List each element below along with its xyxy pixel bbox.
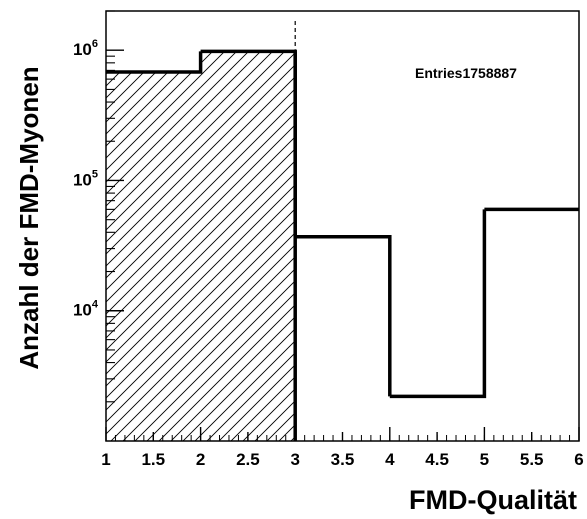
hatch-bin-0 bbox=[106, 72, 201, 441]
stats-label: Entries bbox=[415, 65, 463, 81]
histogram-bin-3 bbox=[389, 209, 487, 399]
x-tick-label: 2.5 bbox=[236, 450, 260, 469]
y-tick-label: 106 bbox=[73, 38, 98, 59]
histogram-bars bbox=[106, 49, 579, 441]
x-tick-label: 5.5 bbox=[520, 450, 544, 469]
histogram-bin-0 bbox=[106, 51, 203, 74]
x-tick-label: 3.5 bbox=[331, 450, 355, 469]
x-tick-label: 6 bbox=[574, 450, 583, 469]
x-tick-label: 4 bbox=[385, 450, 395, 469]
stats-value: 1758887 bbox=[462, 65, 517, 81]
hatch-bin-1 bbox=[200, 51, 296, 441]
stats-box: Entries1758887 bbox=[415, 65, 517, 81]
histogram-bin-2 bbox=[295, 234, 392, 397]
y-tick-label: 105 bbox=[73, 168, 98, 189]
x-tick-label: 4.5 bbox=[425, 450, 449, 469]
y-axis-title: Anzahl der FMD-Myonen bbox=[14, 66, 44, 369]
x-tick-label: 1.5 bbox=[141, 450, 165, 469]
x-axis-ticks: 1 1.5 2 2.5 3 3.5 4 4.5 5 5.5 6 bbox=[101, 427, 584, 469]
x-tick-label: 2 bbox=[196, 450, 205, 469]
x-tick-label: 3 bbox=[290, 450, 299, 469]
y-axis-ticks: 104 105 106 bbox=[73, 10, 124, 403]
x-tick-label: 5 bbox=[480, 450, 489, 469]
shaded-region bbox=[106, 51, 296, 441]
x-tick-label: 1 bbox=[101, 450, 110, 469]
x-axis-title: FMD-Qualität bbox=[409, 485, 577, 515]
y-tick-label: 104 bbox=[73, 299, 99, 320]
